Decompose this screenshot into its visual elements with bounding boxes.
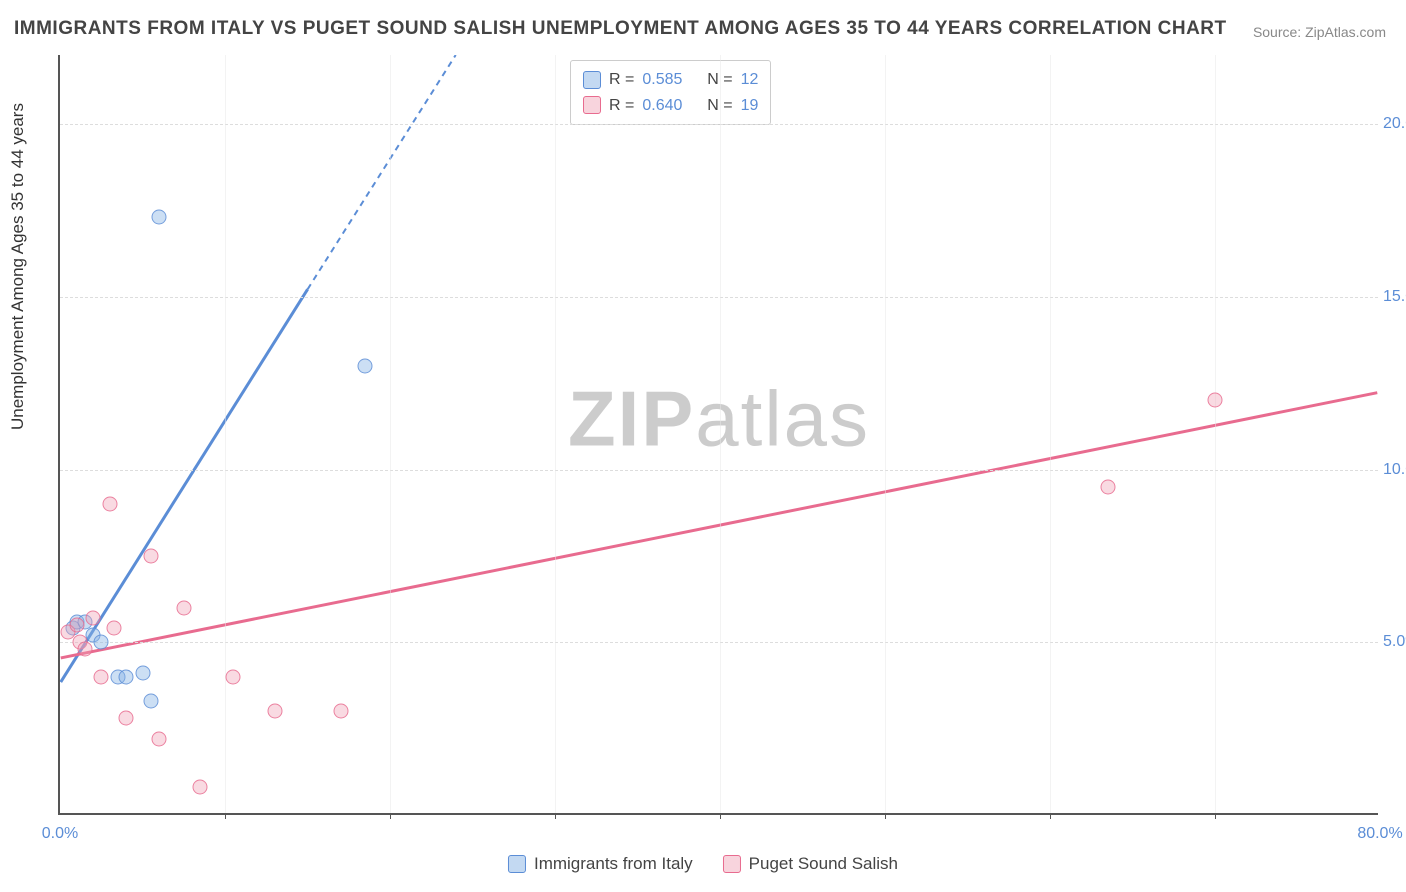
y-tick-label: 15.0%: [1383, 288, 1406, 306]
gridline-vertical: [390, 55, 391, 813]
trend-lines-svg: [60, 55, 1378, 813]
legend-swatch: [723, 855, 741, 873]
trend-line: [61, 393, 1378, 658]
data-point: [152, 732, 167, 747]
x-tick: [555, 813, 556, 819]
data-point: [69, 618, 84, 633]
gridline-horizontal: [60, 124, 1378, 125]
x-tick: [1215, 813, 1216, 819]
r-value: 0.585: [642, 67, 682, 93]
data-point: [358, 358, 373, 373]
data-point: [107, 621, 122, 636]
r-value: 0.640: [642, 93, 682, 119]
r-label: R =: [609, 67, 634, 93]
data-point: [135, 666, 150, 681]
watermark: ZIPatlas: [568, 373, 870, 464]
gridline-vertical: [885, 55, 886, 813]
y-tick-label: 5.0%: [1383, 633, 1406, 651]
r-label: R =: [609, 93, 634, 119]
legend-swatch: [508, 855, 526, 873]
data-point: [333, 704, 348, 719]
data-point: [1100, 479, 1115, 494]
legend-label: Immigrants from Italy: [534, 854, 693, 874]
x-tick-label: 0.0%: [42, 825, 78, 843]
gridline-vertical: [225, 55, 226, 813]
data-point: [226, 669, 241, 684]
gridline-horizontal: [60, 642, 1378, 643]
gridline-vertical: [720, 55, 721, 813]
data-point: [102, 497, 117, 512]
data-point: [119, 711, 134, 726]
data-point: [267, 704, 282, 719]
data-point: [94, 669, 109, 684]
legend-swatch: [583, 71, 601, 89]
correlation-legend: R = 0.585 N = 12 R = 0.640 N = 19: [570, 60, 771, 125]
legend-row: R = 0.640 N = 19: [583, 93, 758, 119]
gridline-horizontal: [60, 297, 1378, 298]
y-axis-label: Unemployment Among Ages 35 to 44 years: [8, 103, 28, 430]
data-point: [176, 600, 191, 615]
legend-row: R = 0.585 N = 12: [583, 67, 758, 93]
x-tick-label: 80.0%: [1357, 825, 1402, 843]
n-value: 12: [741, 67, 759, 93]
source-attribution: Source: ZipAtlas.com: [1253, 24, 1386, 40]
y-tick-label: 20.0%: [1383, 115, 1406, 133]
legend-swatch: [583, 96, 601, 114]
x-tick: [390, 813, 391, 819]
legend-item: Immigrants from Italy: [508, 854, 693, 874]
chart-title: IMMIGRANTS FROM ITALY VS PUGET SOUND SAL…: [14, 18, 1227, 40]
y-tick-label: 10.0%: [1383, 461, 1406, 479]
legend-item: Puget Sound Salish: [723, 854, 898, 874]
data-point: [193, 780, 208, 795]
x-tick: [720, 813, 721, 819]
data-point: [77, 642, 92, 657]
data-point: [143, 548, 158, 563]
series-legend: Immigrants from Italy Puget Sound Salish: [508, 854, 898, 874]
trend-line-extrapolated: [308, 55, 456, 289]
x-tick: [225, 813, 226, 819]
data-point: [1208, 393, 1223, 408]
x-tick: [1050, 813, 1051, 819]
gridline-vertical: [1215, 55, 1216, 813]
x-tick: [885, 813, 886, 819]
gridline-vertical: [555, 55, 556, 813]
data-point: [143, 694, 158, 709]
chart-plot-area: ZIPatlas R = 0.585 N = 12 R = 0.640 N = …: [58, 55, 1378, 815]
n-value: 19: [741, 93, 759, 119]
gridline-vertical: [1050, 55, 1051, 813]
gridline-horizontal: [60, 470, 1378, 471]
legend-label: Puget Sound Salish: [749, 854, 898, 874]
data-point: [152, 210, 167, 225]
data-point: [94, 635, 109, 650]
data-point: [86, 611, 101, 626]
data-point: [119, 669, 134, 684]
